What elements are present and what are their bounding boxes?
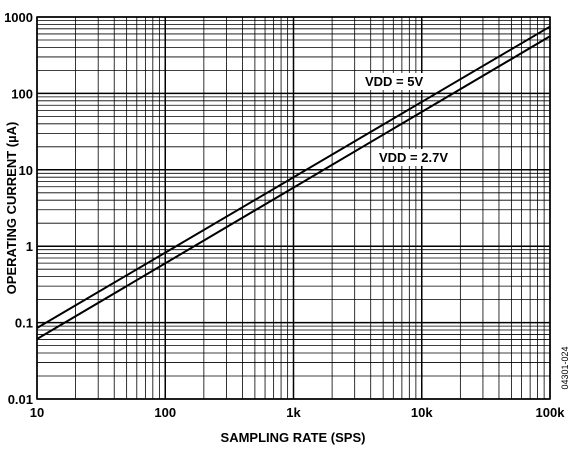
y-tick-label: 0.1 — [15, 316, 33, 331]
series-lines — [36, 25, 551, 340]
x-tick-label: 10k — [411, 405, 433, 420]
y-tick-label: 100 — [11, 86, 33, 101]
series-label-background — [363, 73, 426, 90]
series-line-vdd-5v — [36, 25, 551, 329]
series-label-background — [377, 149, 451, 166]
x-tick-label: 100k — [536, 405, 566, 420]
y-tick-label: 10 — [19, 163, 33, 178]
series-label-vdd-5v: VDD = 5V — [365, 74, 423, 89]
y-tick-labels: 0.01 0.1 1 10 100 1000 — [4, 10, 33, 407]
minor-grid — [37, 17, 550, 399]
series-label-vdd-2-7v: VDD = 2.7V — [379, 150, 448, 165]
x-tick-label: 10 — [30, 405, 44, 420]
x-axis-title: SAMPLING RATE (SPS) — [221, 430, 366, 445]
figure-id: 04301-024 — [560, 346, 570, 389]
y-tick-label: 1 — [26, 239, 33, 254]
y-axis-title: OPERATING CURRENT (µA) — [4, 122, 19, 295]
x-tick-label: 100 — [154, 405, 176, 420]
series-line-vdd-2-7v — [36, 35, 551, 340]
plot-frame — [36, 16, 551, 400]
x-tick-label: 1k — [286, 405, 301, 420]
y-tick-label: 1000 — [4, 10, 33, 25]
x-tick-labels: 10 100 1k 10k 100k — [30, 405, 565, 420]
y-tick-label: 0.01 — [8, 392, 33, 407]
